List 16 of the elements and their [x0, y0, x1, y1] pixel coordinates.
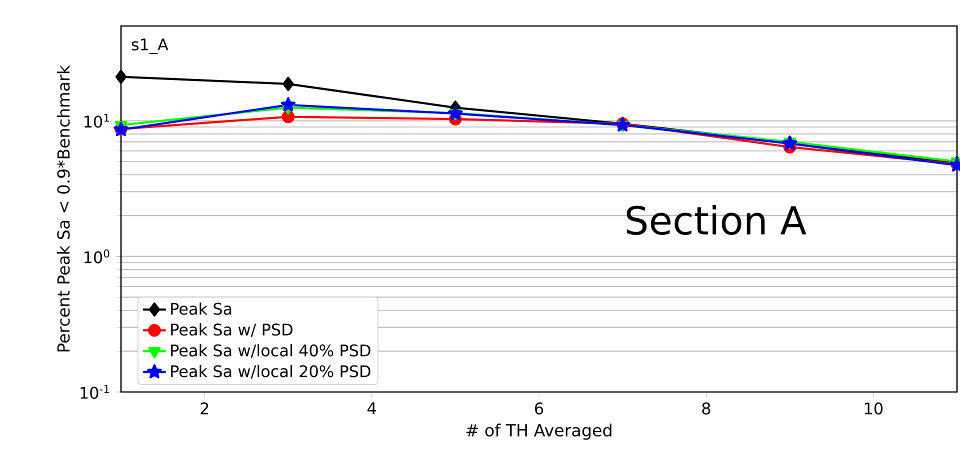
y-tick-label: 10$^{-1}$ — [80, 385, 109, 399]
y-tick-label: 10$^{0}$ — [84, 249, 110, 264]
x-axis-title: # of TH Averaged — [466, 424, 612, 440]
legend-label: Peak Sa w/local 20% PSD — [171, 364, 370, 379]
x-tick-label: 4 — [367, 402, 376, 414]
x-tick-label: 6 — [535, 402, 544, 414]
x-tick-label: 10 — [864, 402, 883, 414]
annotation: Section A — [626, 205, 806, 235]
y-axis-title: Percent Peak Sa < 0.9*Benchmark — [56, 65, 70, 352]
y-tick-label: 10$^{1}$ — [84, 114, 109, 128]
annotation: s1_A — [132, 38, 168, 54]
x-tick-label: 2 — [200, 402, 208, 414]
legend-label: Peak Sa w/ PSD — [171, 323, 292, 337]
legend-label: Peak Sa w/local 40% PSD — [171, 344, 370, 358]
legend-label: Peak Sa — [171, 302, 232, 315]
x-tick-label: 8 — [702, 402, 710, 414]
